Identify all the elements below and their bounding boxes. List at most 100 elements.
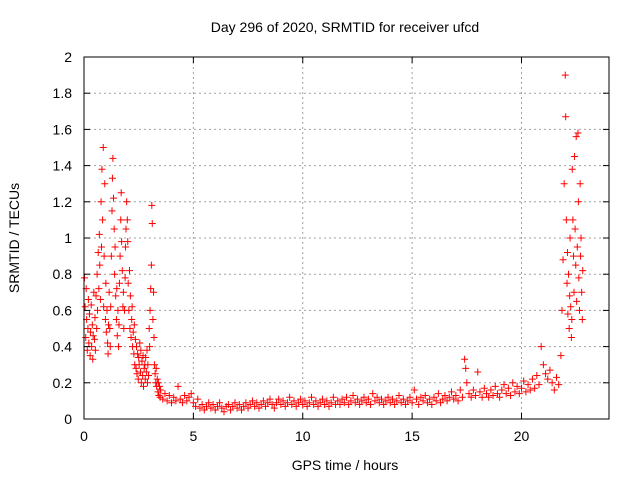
data-point bbox=[118, 238, 126, 246]
data-point bbox=[347, 397, 355, 405]
data-point bbox=[150, 361, 158, 369]
data-point bbox=[137, 379, 145, 387]
data-point bbox=[89, 355, 97, 363]
data-point bbox=[432, 397, 440, 405]
data-point bbox=[487, 386, 495, 394]
data-point bbox=[192, 402, 200, 410]
data-point bbox=[126, 267, 133, 275]
data-point bbox=[329, 393, 337, 401]
data-point bbox=[378, 395, 385, 403]
data-point bbox=[290, 397, 298, 405]
data-point bbox=[500, 381, 508, 389]
data-point bbox=[200, 406, 208, 414]
data-point bbox=[244, 404, 252, 412]
data-point bbox=[316, 399, 324, 407]
data-point bbox=[573, 297, 581, 305]
data-point bbox=[112, 315, 120, 323]
data-point bbox=[96, 296, 104, 304]
data-point bbox=[382, 397, 390, 405]
data-point bbox=[209, 401, 217, 409]
data-point bbox=[95, 285, 103, 293]
data-point bbox=[573, 243, 581, 251]
data-point bbox=[367, 401, 375, 409]
data-point bbox=[415, 401, 423, 409]
data-point bbox=[572, 261, 580, 269]
data-point bbox=[126, 325, 134, 332]
data-point bbox=[515, 390, 523, 398]
data-point bbox=[119, 288, 127, 296]
data-point bbox=[564, 310, 572, 318]
y-tick-label: 0.4 bbox=[53, 339, 73, 355]
data-point bbox=[496, 393, 504, 401]
data-point bbox=[270, 404, 278, 412]
data-point bbox=[259, 397, 267, 405]
y-tick-label: 0.2 bbox=[53, 375, 73, 391]
data-point bbox=[439, 395, 447, 403]
data-point bbox=[571, 225, 579, 233]
data-point bbox=[149, 315, 157, 323]
data-point bbox=[123, 216, 131, 224]
data-point bbox=[151, 370, 159, 378]
data-point bbox=[189, 399, 197, 407]
data-point bbox=[312, 397, 320, 405]
data-point bbox=[542, 370, 550, 378]
data-point bbox=[146, 343, 154, 351]
data-point bbox=[154, 379, 162, 387]
data-point bbox=[448, 388, 455, 396]
data-point bbox=[145, 372, 153, 380]
data-point bbox=[115, 279, 123, 287]
data-point bbox=[408, 399, 416, 407]
data-point bbox=[467, 393, 475, 401]
data-point bbox=[397, 399, 405, 407]
data-point bbox=[242, 399, 250, 407]
y-tick-label: 1.8 bbox=[53, 85, 73, 101]
data-point bbox=[557, 352, 565, 360]
data-point bbox=[301, 397, 309, 405]
data-point bbox=[205, 399, 213, 407]
data-point bbox=[528, 375, 536, 383]
data-point bbox=[119, 303, 127, 311]
data-point bbox=[560, 180, 568, 188]
data-point bbox=[198, 401, 206, 409]
data-point bbox=[472, 391, 480, 399]
data-point bbox=[562, 216, 570, 224]
data-point bbox=[294, 399, 302, 407]
data-point bbox=[478, 393, 486, 401]
data-point bbox=[88, 321, 96, 329]
data-point bbox=[235, 401, 243, 409]
data-point bbox=[579, 267, 587, 275]
data-point bbox=[108, 174, 116, 182]
data-point bbox=[273, 399, 280, 407]
data-point bbox=[292, 402, 300, 410]
y-tick-label: 1 bbox=[64, 230, 72, 246]
data-point bbox=[358, 397, 366, 405]
data-point bbox=[148, 201, 156, 209]
data-point bbox=[133, 370, 141, 378]
data-point bbox=[257, 401, 265, 409]
data-point bbox=[578, 288, 586, 296]
data-point bbox=[115, 321, 123, 329]
data-point bbox=[183, 397, 191, 405]
data-point bbox=[107, 303, 115, 311]
data-point bbox=[150, 334, 158, 342]
data-point bbox=[288, 401, 296, 409]
data-point bbox=[566, 292, 574, 300]
data-point bbox=[122, 225, 130, 233]
data-point bbox=[174, 382, 182, 390]
data-point bbox=[539, 361, 547, 369]
data-point bbox=[345, 401, 353, 409]
data-point bbox=[95, 230, 103, 238]
data-point bbox=[575, 306, 583, 314]
data-point bbox=[165, 391, 173, 399]
data-point bbox=[152, 364, 160, 372]
y-tick-label: 0 bbox=[64, 411, 72, 427]
data-point bbox=[305, 399, 313, 407]
data-point bbox=[511, 388, 519, 396]
data-point bbox=[136, 368, 144, 376]
data-point bbox=[572, 133, 580, 141]
data-point bbox=[325, 402, 333, 410]
data-point bbox=[93, 325, 101, 332]
data-point bbox=[148, 220, 156, 228]
data-point bbox=[109, 154, 117, 162]
data-point bbox=[375, 399, 383, 407]
